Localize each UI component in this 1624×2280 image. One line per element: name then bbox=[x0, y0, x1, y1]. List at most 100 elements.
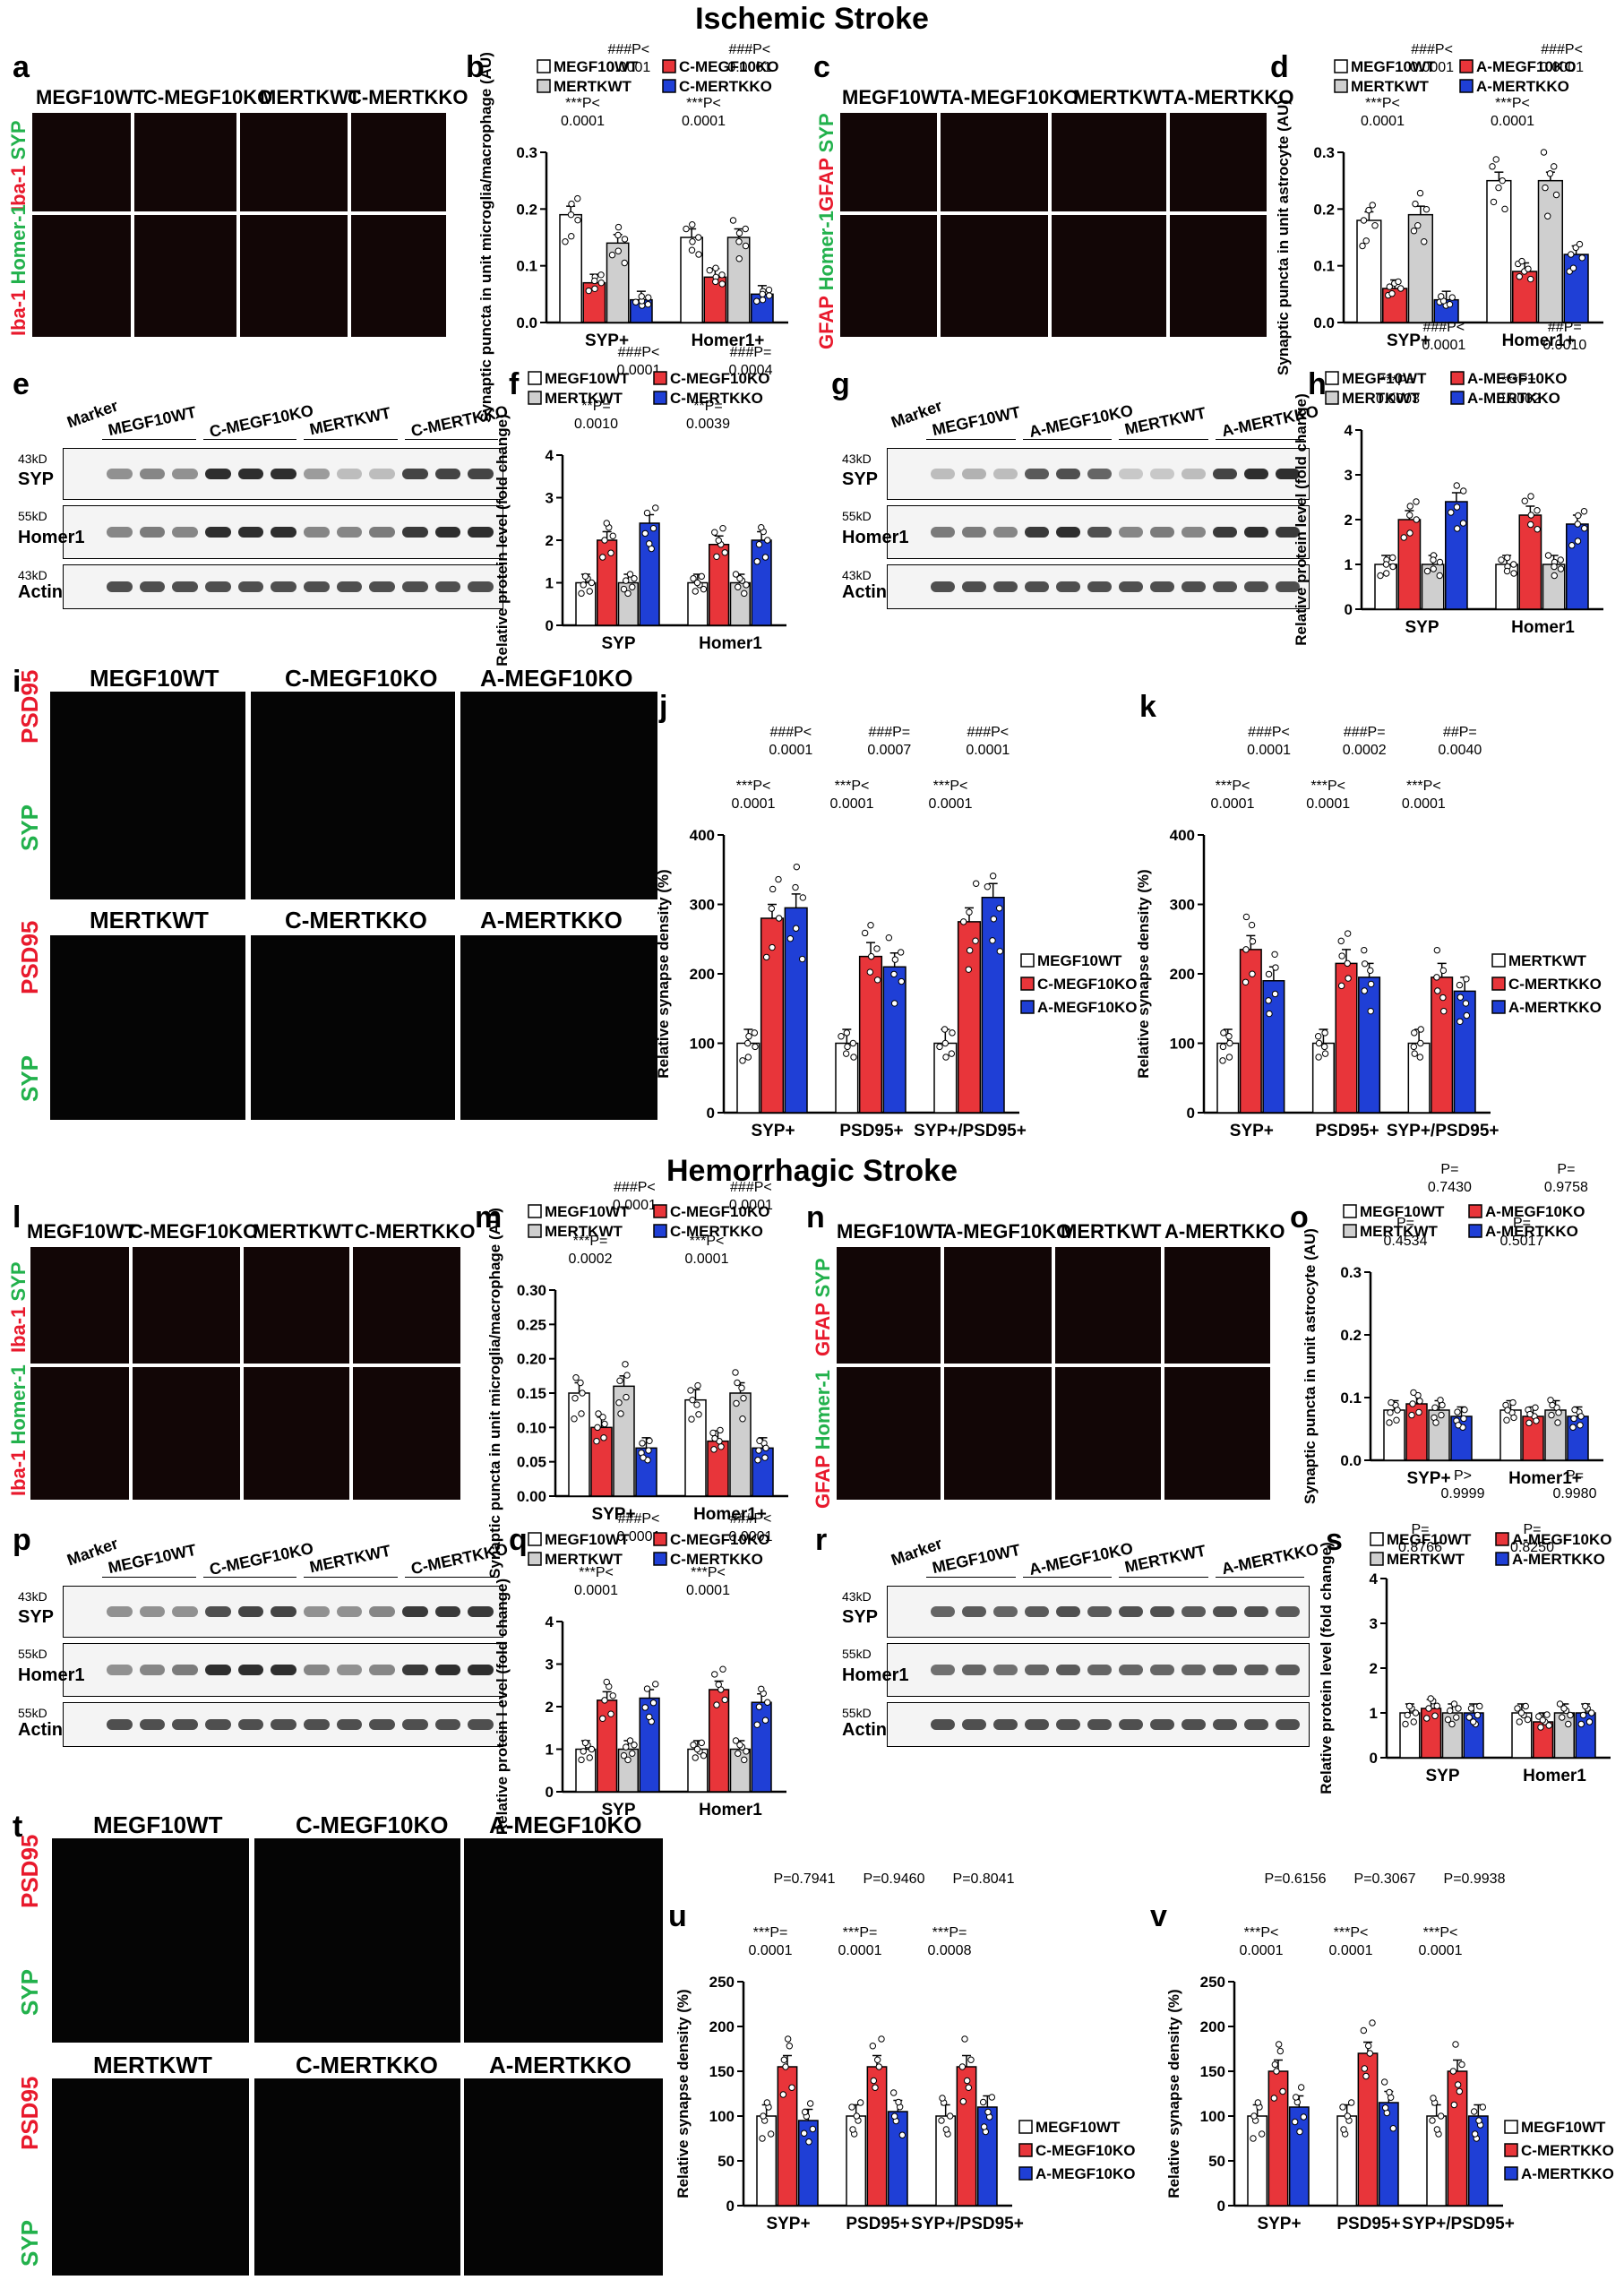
a-label-mertkwt: MERTKWT bbox=[260, 86, 361, 108]
blot-band bbox=[304, 1606, 330, 1617]
significance-label: 0.0001 bbox=[1329, 1943, 1373, 1958]
data-point bbox=[616, 1377, 623, 1384]
micrograph bbox=[240, 113, 348, 211]
blot-band bbox=[1056, 1606, 1080, 1617]
t-side-psd95-2: PSD95 bbox=[16, 2076, 43, 2150]
data-point bbox=[695, 251, 702, 258]
data-point bbox=[760, 2112, 767, 2120]
legend-label: A-MERTKKO bbox=[1467, 390, 1560, 407]
blot-group-label: MERTKWT bbox=[307, 403, 392, 439]
data-point bbox=[989, 873, 997, 880]
bar bbox=[1383, 1409, 1405, 1461]
data-point bbox=[601, 537, 608, 544]
significance-label: 0.9999 bbox=[1441, 1486, 1485, 1501]
data-point bbox=[1474, 1711, 1482, 1719]
significance-label: 0.0001 bbox=[1306, 796, 1350, 812]
blot-band bbox=[271, 1606, 296, 1617]
data-point bbox=[1448, 294, 1456, 301]
bar bbox=[1542, 564, 1566, 610]
data-point bbox=[738, 577, 746, 584]
bar bbox=[887, 2111, 908, 2207]
data-point bbox=[1387, 1409, 1394, 1416]
significance-label: 0.0001 bbox=[1402, 796, 1446, 812]
blot-band bbox=[172, 1606, 198, 1617]
bar bbox=[784, 907, 808, 1114]
data-point bbox=[600, 1434, 607, 1441]
data-point bbox=[690, 1742, 697, 1749]
significance-label: ##P= bbox=[1443, 725, 1477, 740]
significance-label: 0.4534 bbox=[1384, 1234, 1428, 1249]
bar bbox=[1405, 1403, 1428, 1461]
micrograph bbox=[840, 215, 937, 337]
data-point bbox=[762, 953, 770, 961]
data-point bbox=[1389, 554, 1396, 562]
micrograph bbox=[353, 1247, 460, 1364]
c-side-label-top: GFAP SYP bbox=[815, 113, 838, 211]
data-point bbox=[622, 1361, 629, 1368]
bar bbox=[1441, 1712, 1463, 1759]
data-point bbox=[1458, 2061, 1465, 2069]
chart-k: 0 100 200 300 400 Relative synapse density (%… bbox=[1135, 725, 1602, 1140]
significance-label: 0.0001 bbox=[966, 743, 1010, 758]
data-point bbox=[805, 2138, 812, 2146]
bar bbox=[1566, 523, 1589, 610]
data-point bbox=[1437, 1397, 1444, 1404]
data-point bbox=[715, 537, 722, 544]
data-point bbox=[1380, 2078, 1388, 2086]
micrograph bbox=[30, 1367, 129, 1500]
data-point bbox=[1436, 572, 1443, 580]
data-point bbox=[623, 1743, 630, 1751]
data-point bbox=[1400, 534, 1407, 541]
blot-group-underline bbox=[102, 439, 196, 440]
legend-swatch bbox=[1468, 1224, 1482, 1238]
bar bbox=[597, 1699, 618, 1793]
data-point bbox=[568, 233, 575, 240]
y-tick-label: 4 bbox=[546, 447, 554, 464]
data-point bbox=[809, 2125, 817, 2133]
panel-letter-h: h bbox=[1308, 367, 1327, 401]
y-tick-label: 0.1 bbox=[1313, 258, 1335, 275]
data-point bbox=[1361, 2065, 1369, 2072]
t-side-syp-1: SYP bbox=[16, 1968, 43, 2016]
blot-band bbox=[271, 581, 296, 592]
data-point bbox=[766, 292, 773, 299]
micrograph bbox=[840, 113, 937, 211]
y-tick-label: 0.0 bbox=[1340, 1452, 1362, 1469]
significance-label: 0.0001 bbox=[1491, 114, 1534, 129]
data-point bbox=[1360, 2026, 1368, 2035]
x-category-label: Homer1+ bbox=[692, 331, 765, 350]
blot-band bbox=[1150, 1719, 1174, 1730]
bar bbox=[1495, 564, 1518, 610]
bar bbox=[1407, 213, 1433, 323]
x-category-label: SYP+ bbox=[591, 1505, 635, 1524]
blot-group-underline bbox=[926, 1577, 1016, 1578]
data-point bbox=[780, 2056, 788, 2063]
data-point bbox=[711, 529, 718, 536]
blot-band bbox=[271, 1719, 296, 1730]
y-axis-label: Synaptic puncta in unit microglia/macrop… bbox=[486, 1208, 503, 1579]
bar bbox=[751, 539, 772, 626]
blot-band bbox=[1181, 1606, 1206, 1617]
data-point bbox=[800, 2129, 808, 2137]
data-point bbox=[1551, 163, 1558, 170]
data-point bbox=[643, 1685, 651, 1692]
data-point bbox=[606, 524, 613, 531]
blot-group-underline bbox=[202, 1577, 296, 1578]
data-point bbox=[1406, 503, 1413, 510]
data-point bbox=[1405, 1702, 1413, 1710]
panel-letter-g: g bbox=[831, 367, 850, 401]
data-point bbox=[850, 1054, 857, 1061]
bar bbox=[981, 897, 1005, 1114]
chart-u: 0 50 100 150 200 250 Relative synapse density … bbox=[675, 1871, 1135, 2233]
y-tick-label: 0.3 bbox=[1313, 144, 1335, 161]
data-point bbox=[966, 908, 973, 916]
panel-letter-c: c bbox=[813, 50, 830, 84]
chart-b: 0.0 0.1 0.2 0.3 Synaptic puncta in unit micr… bbox=[477, 42, 788, 423]
blot-band bbox=[1087, 527, 1112, 538]
bar bbox=[736, 1042, 760, 1114]
micrograph bbox=[944, 1367, 1052, 1500]
data-point bbox=[1414, 222, 1422, 229]
blot-band bbox=[1150, 469, 1174, 479]
significance-label: **P= bbox=[693, 399, 722, 414]
data-point bbox=[1344, 959, 1351, 968]
